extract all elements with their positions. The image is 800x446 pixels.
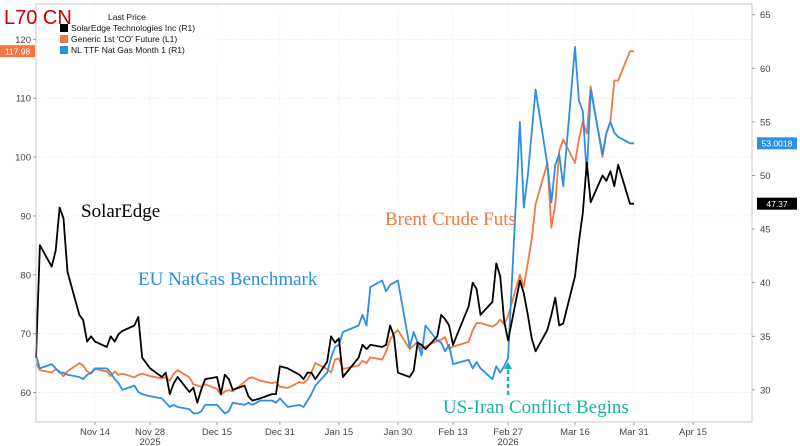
left-axis-tick-label: 70 <box>20 329 31 340</box>
legend-box <box>58 11 218 63</box>
annotation-label: SolarEdge <box>81 201 160 222</box>
x-axis-tick-label: Nov 14 <box>80 427 110 438</box>
legend-swatch <box>60 35 68 43</box>
right-axis-tick-label: 50 <box>760 171 771 182</box>
axes: 60 70 80 90 100 110 120 30 35 40 45 50 55 60 65 Nov 14 N… <box>15 3 771 446</box>
series-layer <box>35 46 634 415</box>
x-axis-tick-label: Apr 15 <box>679 427 707 438</box>
last-value-tag <box>757 197 797 210</box>
left-axis-tick-label: 120 <box>15 35 31 46</box>
right-axis-tick-label: 35 <box>760 332 771 343</box>
right-axis-tick-label: 45 <box>760 225 771 236</box>
annotation-label: Brent Crude Futs <box>385 209 516 230</box>
legend-entry: SolarEdge Technologies Inc (R1) <box>71 23 195 33</box>
x-axis-tick-label: Feb 27 <box>493 427 523 438</box>
last-value-tag-label: 47.37 <box>766 199 788 209</box>
x-axis-tick-label: Dec 31 <box>265 427 295 438</box>
left-axis-tick-label: 60 <box>20 388 31 399</box>
legend-swatch <box>60 46 68 54</box>
last-value-tag-label: 53.0018 <box>762 139 793 149</box>
x-axis-year-label: 2026 <box>498 437 519 446</box>
annotations: SolarEdge EU NatGas Benchmark Brent Crude … <box>81 201 629 418</box>
right-axis-tick-label: 55 <box>760 117 771 128</box>
legend-entry: NL TTF Nat Gas Month 1 (R1) <box>71 45 185 55</box>
left-axis-tick-label: 80 <box>20 270 31 281</box>
x-axis-tick-label: Feb 13 <box>438 427 468 438</box>
annotation-label: US-Iran Conflict Begins <box>443 397 629 418</box>
annotation-label: EU NatGas Benchmark <box>138 269 318 290</box>
left-axis-tick-label: 110 <box>16 94 31 105</box>
x-axis-tick-label: Dec 15 <box>202 427 232 438</box>
legend-entry: Generic 1st 'CO' Future (L1) <box>71 34 177 44</box>
series-line-solaredge <box>35 161 634 404</box>
plot-frame <box>35 3 753 423</box>
x-axis-tick-label: Jan 15 <box>325 427 354 438</box>
last-value-tag-label: 117.98 <box>5 46 31 56</box>
conflict-arrow-head <box>504 362 513 369</box>
corner-label: L70 CN <box>4 7 72 29</box>
x-axis-tick-label: Jan 30 <box>384 427 413 438</box>
last-value-tags: 117.98 53.0018 47.37 <box>0 45 797 210</box>
series-line-ttf-gas <box>35 46 634 415</box>
x-axis-tick-label: Nov 28 <box>135 427 165 438</box>
series-line-brent <box>35 50 634 396</box>
left-axis-tick-label: 90 <box>20 211 31 222</box>
legend-title: Last Price <box>108 12 146 22</box>
left-axis-tick-label: 100 <box>15 153 31 164</box>
last-value-tag <box>757 137 797 150</box>
right-axis-tick-label: 30 <box>760 385 771 396</box>
x-axis-tick-label: Mar 31 <box>619 427 649 438</box>
right-axis-tick-label: 60 <box>760 64 771 75</box>
x-axis-year-label: 2025 <box>140 437 161 446</box>
legend-swatch <box>60 24 68 32</box>
x-axis-tick-label: Mar 16 <box>560 427 590 438</box>
right-axis-tick-label: 65 <box>760 10 771 21</box>
last-value-tag <box>0 45 35 58</box>
right-axis-tick-label: 40 <box>760 278 771 289</box>
